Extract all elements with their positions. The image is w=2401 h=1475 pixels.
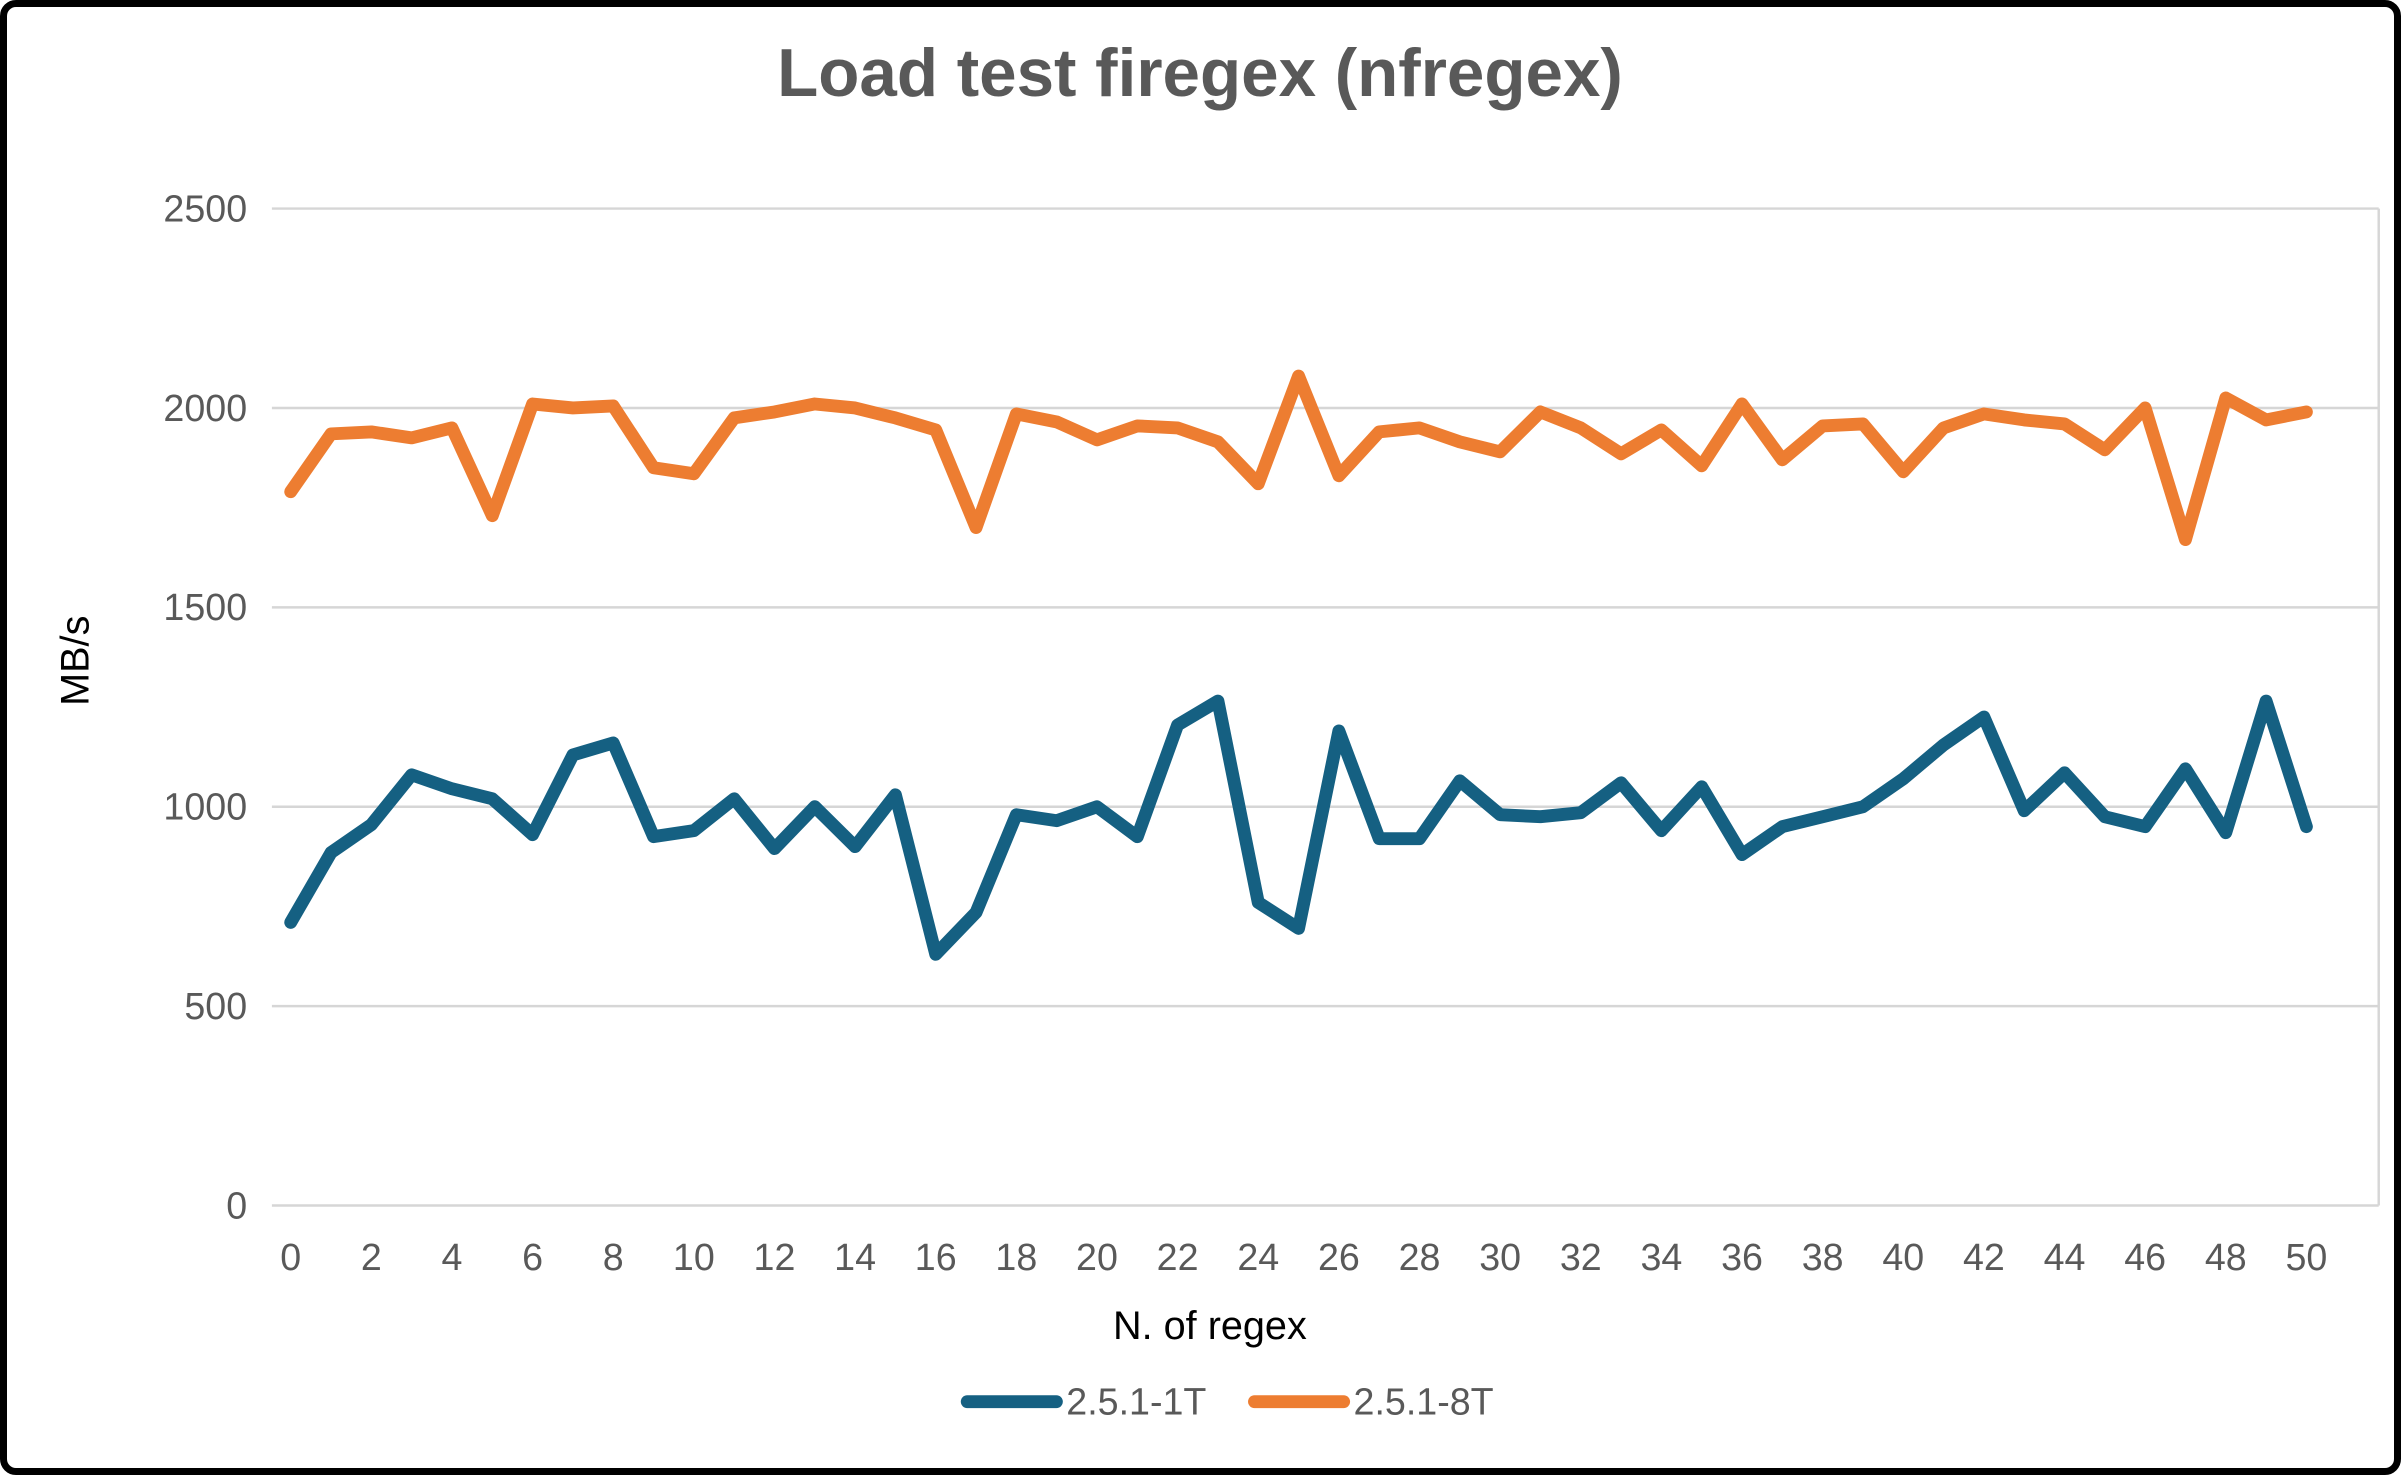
x-tick-24: 24 [1237, 1236, 1279, 1278]
x-tick-30: 30 [1479, 1236, 1521, 1278]
x-tick-22: 22 [1157, 1236, 1199, 1278]
x-tick-32: 32 [1560, 1236, 1602, 1278]
y-tick-2500: 2500 [163, 187, 247, 229]
x-tick-38: 38 [1802, 1236, 1844, 1278]
x-tick-10: 10 [673, 1236, 715, 1278]
x-tick-14: 14 [834, 1236, 876, 1278]
x-tick-50: 50 [2285, 1236, 2327, 1278]
legend-label-8T: 2.5.1-8T [1354, 1381, 1494, 1423]
x-tick-46: 46 [2124, 1236, 2166, 1278]
x-tick-4: 4 [442, 1236, 463, 1278]
legend: 2.5.1-1T 2.5.1-8T [960, 1381, 1494, 1423]
series-line-2.5.1-1T [284, 694, 2313, 961]
legend-label-1T: 2.5.1-1T [1066, 1381, 1206, 1423]
legend-item-8T[interactable]: 2.5.1-8T [1248, 1381, 1494, 1423]
x-tick-18: 18 [995, 1236, 1037, 1278]
y-axis-title: MB/s [54, 616, 98, 706]
x-tick-0: 0 [280, 1236, 301, 1278]
x-axis-title: N. of regex [1113, 1304, 1307, 1348]
x-tick-48: 48 [2205, 1236, 2247, 1278]
x-tick-16: 16 [915, 1236, 957, 1278]
x-tick-40: 40 [1882, 1236, 1924, 1278]
x-tick-34: 34 [1640, 1236, 1682, 1278]
y-tick-0: 0 [226, 1184, 247, 1226]
chart-title: Load test firegex (nfregex) [777, 36, 1623, 111]
gridlines [271, 207, 2380, 1207]
x-tick-8: 8 [603, 1236, 624, 1278]
series-lines [284, 369, 2313, 961]
x-tick-28: 28 [1399, 1236, 1441, 1278]
x-tick-6: 6 [522, 1236, 543, 1278]
y-tick-500: 500 [184, 985, 247, 1027]
y-tick-1500: 1500 [163, 586, 247, 628]
series-line-2.5.1-8T [284, 369, 2313, 546]
x-tick-20: 20 [1076, 1236, 1118, 1278]
legend-item-1T[interactable]: 2.5.1-1T [960, 1381, 1206, 1423]
x-tick-12: 12 [754, 1236, 796, 1278]
load-test-chart: Load test firegex (nfregex) 050010001500… [54, 36, 2380, 1423]
y-tick-1000: 1000 [163, 786, 247, 828]
x-tick-42: 42 [1963, 1236, 2005, 1278]
x-tick-36: 36 [1721, 1236, 1763, 1278]
x-tick-26: 26 [1318, 1236, 1360, 1278]
y-tick-2000: 2000 [163, 387, 247, 429]
x-tick-2: 2 [361, 1236, 382, 1278]
y-axis-tick-labels: 0 500 1000 1500 2000 2500 [163, 187, 247, 1226]
x-axis-tick-labels: 0 2 4 6 8 10 12 14 16 18 20 22 24 26 28 30 32 34 36 38 40 42 4… [280, 1236, 2327, 1278]
x-tick-44: 44 [2044, 1236, 2086, 1278]
